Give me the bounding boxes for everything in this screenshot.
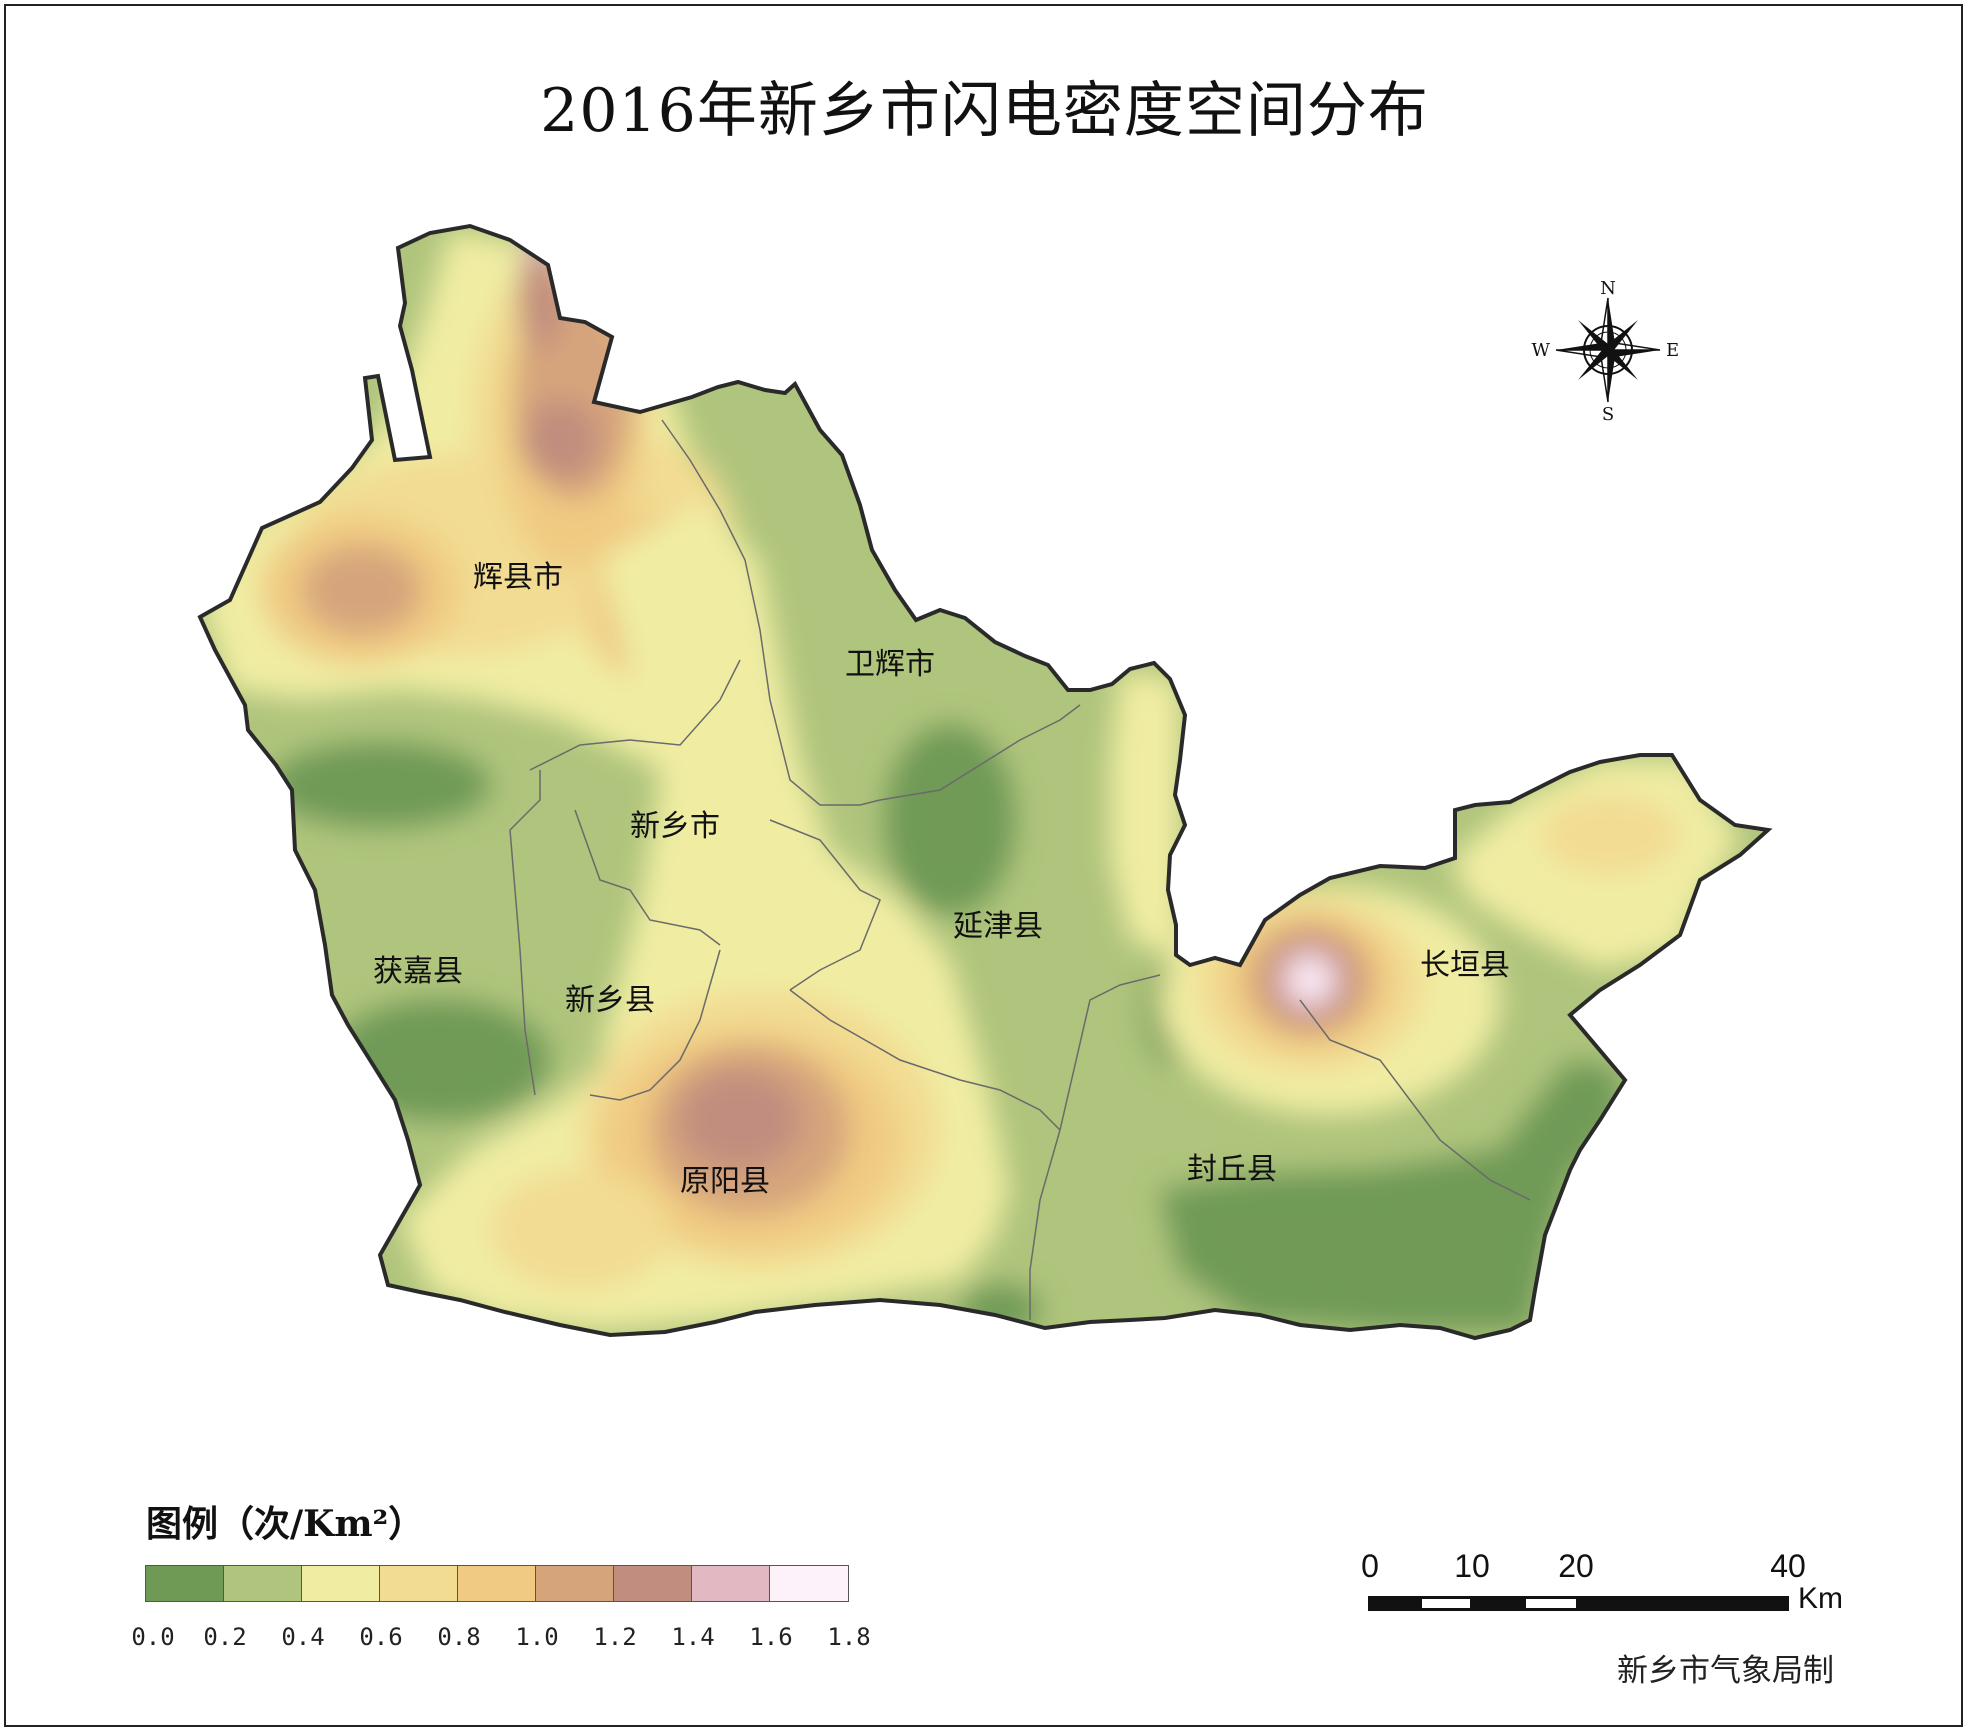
label-xinxiangshi: 新乡市 (630, 809, 720, 844)
legend-tick-4: 0.8 (437, 1623, 481, 1651)
legend-swatch-0 (146, 1566, 224, 1601)
credit-text: 新乡市气象局制 (1617, 1653, 1834, 1689)
scale-label-20: 20 (1558, 1548, 1594, 1584)
label-yuanyang: 原阳县 (680, 1164, 770, 1199)
legend-swatch-8 (770, 1566, 848, 1601)
legend-swatch-7 (692, 1566, 770, 1601)
legend-swatch-6 (614, 1566, 692, 1601)
compass-s: S (1602, 404, 1614, 425)
label-huojia: 获嘉县 (373, 954, 463, 989)
legend-tick-8: 1.6 (749, 1623, 793, 1651)
label-yanjin: 延津县 (953, 909, 1043, 944)
label-fengqiu: 封丘县 (1187, 1152, 1277, 1187)
compass-w: W (1531, 340, 1550, 361)
legend-tick-1: 0.2 (203, 1623, 247, 1651)
label-weihui: 卫辉市 (845, 647, 935, 682)
scale-bar (1368, 1596, 1789, 1611)
legend-tick-2: 0.4 (281, 1623, 325, 1651)
density-raster (200, 226, 1768, 1338)
map-frame (4, 4, 1963, 1727)
compass-e: E (1666, 340, 1679, 361)
legend-swatch-1 (224, 1566, 302, 1601)
scale-label-0: 0 (1361, 1548, 1379, 1584)
legend-title: 图例（次/Km²） (146, 1503, 425, 1545)
legend-tick-9: 1.8 (827, 1623, 871, 1651)
legend-tick-7: 1.4 (671, 1623, 715, 1651)
legend-color-bar (145, 1565, 849, 1602)
legend-tick-6: 1.2 (593, 1623, 637, 1651)
legend-swatch-4 (458, 1566, 536, 1601)
legend-swatch-3 (380, 1566, 458, 1601)
legend-swatch-5 (536, 1566, 614, 1601)
scale-unit: Km (1798, 1582, 1843, 1615)
legend-tick-5: 1.0 (515, 1623, 559, 1651)
label-huixian: 辉县市 (473, 560, 563, 595)
legend-tick-3: 0.6 (359, 1623, 403, 1651)
scale-label-40: 40 (1770, 1548, 1806, 1584)
scale-label-10: 10 (1454, 1548, 1490, 1584)
legend-tick-0: 0.0 (131, 1623, 175, 1651)
label-xinxiangxian: 新乡县 (565, 983, 655, 1018)
compass-n: N (1600, 278, 1616, 299)
map-title: 2016年新乡市闪电密度空间分布 (540, 76, 1429, 146)
label-changyuan: 长垣县 (1420, 948, 1510, 983)
legend-swatch-2 (302, 1566, 380, 1601)
compass-rose-icon: N S E W (1531, 278, 1679, 425)
